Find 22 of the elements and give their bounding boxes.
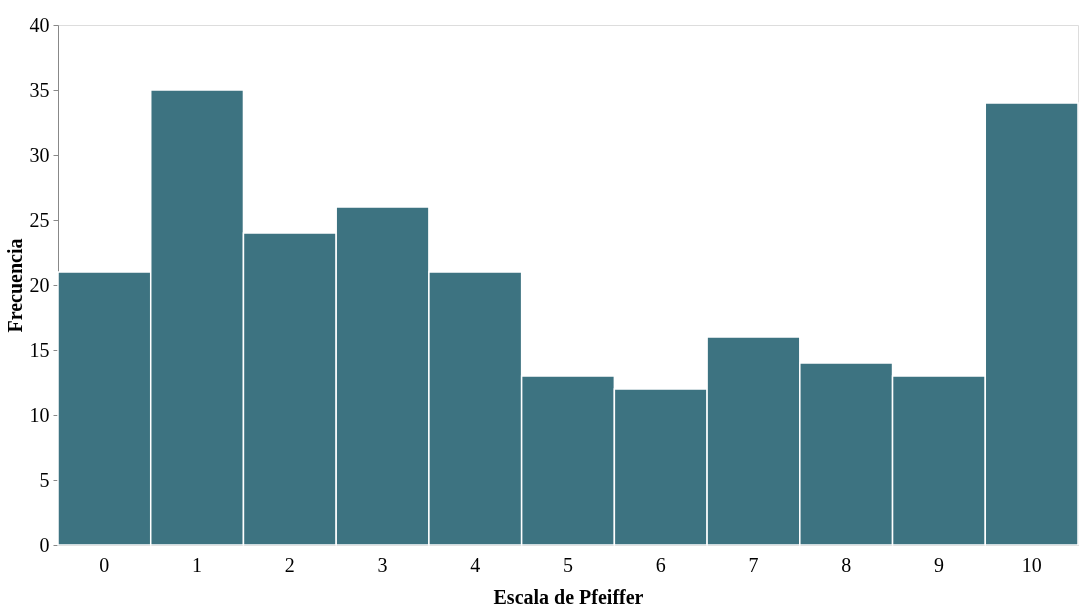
x-tick-label: 0	[99, 553, 110, 576]
x-tick-label: 4	[470, 553, 481, 576]
y-tick-label: 40	[29, 13, 50, 36]
x-tick-label: 2	[284, 553, 295, 576]
x-tick-label: 5	[563, 553, 573, 576]
x-tick-label: 10	[1021, 553, 1042, 576]
y-tick-label: 30	[29, 143, 50, 166]
y-tick-label: 35	[29, 78, 50, 101]
x-tick-label: 8	[841, 553, 852, 576]
y-tick-label: 20	[29, 273, 50, 296]
y-axis-title: Frecuencia	[3, 238, 26, 333]
x-tick-label: 1	[192, 553, 203, 576]
y-tick-label: 0	[39, 533, 50, 556]
x-tick-label: 3	[377, 553, 388, 576]
x-tick-label: 6	[655, 553, 666, 576]
x-axis-title: Escala de Pfeiffer	[493, 585, 644, 608]
x-tick-label: 7	[748, 553, 759, 576]
y-tick-label: 15	[29, 338, 50, 361]
x-tick-label: 9	[933, 553, 944, 576]
y-tick-label: 25	[29, 208, 50, 231]
y-tick-label: 5	[39, 468, 50, 491]
y-tick-label: 10	[29, 403, 50, 426]
